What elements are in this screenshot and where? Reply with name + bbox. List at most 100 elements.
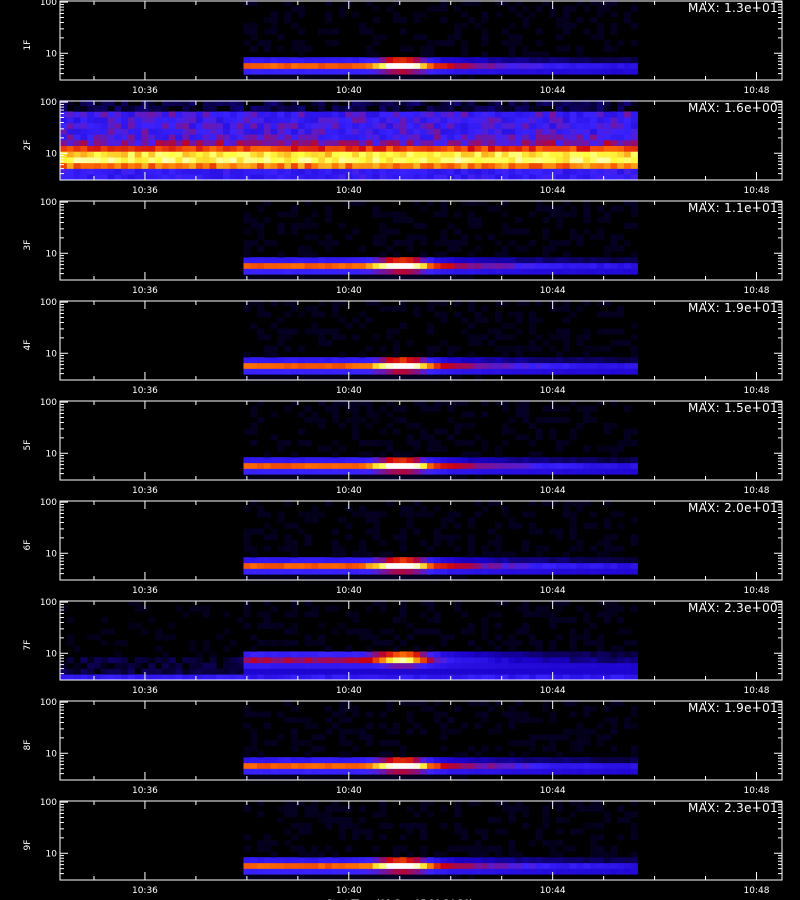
heatmap-cell <box>392 134 401 141</box>
heatmap-cell <box>284 128 292 135</box>
heatmap-cell <box>257 474 265 481</box>
heatmap-cell <box>603 551 611 558</box>
heatmap-cell <box>596 5 604 12</box>
heatmap-cell <box>311 274 319 281</box>
heatmap-cell <box>467 168 475 175</box>
heatmap-cell <box>440 368 448 375</box>
heatmap-cell <box>406 657 414 664</box>
heatmap-cell <box>386 157 394 164</box>
heatmap-cell <box>569 151 577 158</box>
heatmap-cell <box>229 151 237 158</box>
heatmap-cell <box>535 157 543 164</box>
heatmap-cell <box>284 68 292 75</box>
heatmap-cell <box>454 828 462 835</box>
heatmap-cell <box>345 128 353 135</box>
heatmap-cell <box>93 151 102 158</box>
heatmap-cell <box>80 151 88 158</box>
heatmap-cell <box>270 657 278 664</box>
heatmap-cell <box>617 645 625 652</box>
heatmap-9f <box>243 800 638 881</box>
heatmap-cell <box>209 162 217 169</box>
heatmap-cell <box>379 140 387 147</box>
heatmap-cell <box>433 534 441 541</box>
heatmap-cell <box>515 57 523 64</box>
heatmap-cell <box>426 774 435 781</box>
heatmap-cell <box>114 640 122 647</box>
heatmap-cell <box>501 557 509 564</box>
heatmap-cell <box>590 462 598 469</box>
heatmap-cell <box>454 457 462 464</box>
heatmap-cell <box>379 228 387 235</box>
heatmap-cell <box>467 857 475 864</box>
heatmap-cell <box>562 134 570 141</box>
heatmap-cell <box>433 251 441 258</box>
heatmap-cell <box>291 774 299 781</box>
heatmap-cell <box>331 145 339 152</box>
heatmap-cell <box>284 157 292 164</box>
heatmap-cell <box>420 700 428 707</box>
heatmap-cell <box>522 717 530 724</box>
heatmap-cell <box>209 174 217 181</box>
heatmap-cell <box>549 134 557 141</box>
heatmap-cell <box>406 440 414 447</box>
heatmap-cell <box>454 162 462 169</box>
heatmap-cell <box>630 517 638 524</box>
heatmap-cell <box>535 717 543 724</box>
heatmap-cell <box>223 657 231 664</box>
heatmap-cell <box>243 268 251 275</box>
heatmap-cell <box>515 522 523 529</box>
heatmap-cell <box>535 100 543 107</box>
heatmap-cell <box>223 645 231 652</box>
heatmap-cell <box>284 557 292 564</box>
heatmap-cell <box>603 174 611 181</box>
heatmap-cell <box>454 374 462 381</box>
heatmap-cell <box>345 762 353 769</box>
heatmap-cell <box>630 62 638 69</box>
heatmap-cell <box>406 511 414 518</box>
heatmap-cell <box>392 305 401 312</box>
heatmap-cell <box>182 140 190 147</box>
heatmap-cell <box>392 151 401 158</box>
heatmap-cell <box>440 674 448 681</box>
heatmap-cell <box>433 62 441 69</box>
heatmap-cell <box>596 345 604 352</box>
heatmap-cell <box>100 662 108 669</box>
heatmap-cell <box>460 857 469 864</box>
heatmap-cell <box>358 322 367 329</box>
heatmap-cell <box>209 100 217 107</box>
heatmap-cell <box>556 145 564 152</box>
heatmap-cell <box>569 517 577 524</box>
heatmap-cell <box>304 440 312 447</box>
heatmap-cell <box>291 662 299 669</box>
heatmap-cell <box>406 62 414 69</box>
heatmap-cell <box>596 145 604 152</box>
heatmap-cell <box>590 134 598 141</box>
heatmap-cell <box>556 457 564 464</box>
heatmap-cell <box>426 74 435 81</box>
heatmap-cell <box>386 857 394 864</box>
heatmap-cell <box>528 362 536 369</box>
heatmap-cell <box>386 874 394 881</box>
heatmap-cell <box>257 74 265 81</box>
heatmap-cell <box>569 568 577 575</box>
plot-frame <box>59 100 783 181</box>
x-tick-label: 10:44 <box>540 86 566 96</box>
heatmap-cell <box>549 462 557 469</box>
heatmap-cell <box>454 134 462 141</box>
heatmap-cell <box>433 528 441 535</box>
heatmap-cell <box>379 117 387 124</box>
heatmap-cell <box>460 868 469 875</box>
heatmap-cell <box>556 357 564 364</box>
heatmap-cell <box>358 874 367 881</box>
heatmap-cell <box>365 562 373 569</box>
heatmap-cell <box>494 334 502 341</box>
heatmap-cell <box>481 51 489 58</box>
heatmap-cell <box>365 474 373 481</box>
heatmap-cell <box>284 474 292 481</box>
heatmap-cell <box>236 151 244 158</box>
heatmap-cell <box>365 134 373 141</box>
heatmap-cell <box>372 374 380 381</box>
heatmap-cell <box>440 634 448 641</box>
heatmap-cell <box>576 462 584 469</box>
